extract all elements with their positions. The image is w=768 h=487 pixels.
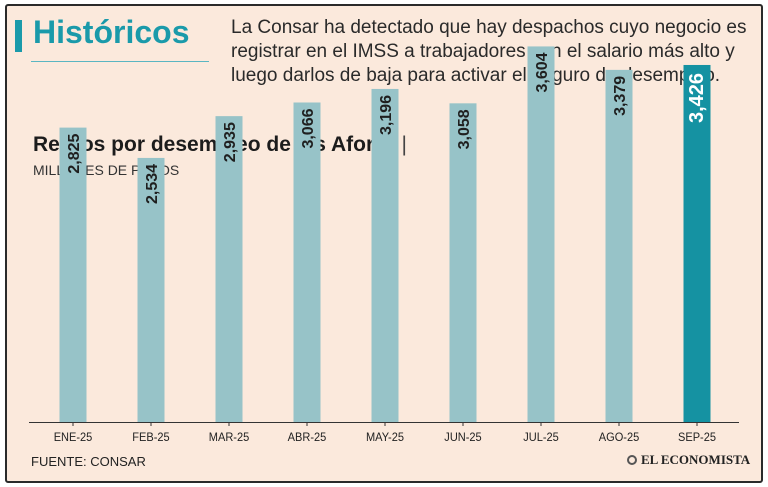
bar-may-25	[371, 88, 399, 422]
bar-value-label: 2,534	[144, 164, 161, 204]
logo-icon	[627, 455, 637, 465]
publisher-logo: EL ECONOMISTA	[627, 452, 750, 468]
x-tick-label: MAR-25	[209, 432, 249, 444]
title-divider	[31, 61, 209, 62]
x-tick-label: FEB-25	[132, 432, 169, 444]
accent-bar	[15, 20, 22, 52]
x-tick-label: ENE-25	[54, 432, 93, 444]
bar-ene-25	[59, 127, 87, 423]
logo-text: EL ECONOMISTA	[641, 452, 751, 467]
intro-paragraph: La Consar ha detectado que hay despachos…	[231, 17, 747, 86]
bar-value-label: 3,604	[534, 52, 551, 92]
title-separator: |	[401, 133, 407, 156]
bar-value-label: 3,426	[686, 73, 708, 123]
bar-ago-25	[605, 69, 633, 423]
bar-mar-25	[215, 116, 243, 423]
bar-feb-25	[137, 157, 165, 422]
source-note: FUENTE: CONSAR	[31, 454, 146, 469]
x-tick-label: ABR-25	[288, 432, 327, 444]
bar-value-label: 2,825	[66, 134, 83, 174]
bar-value-label: 3,058	[456, 109, 473, 149]
bar-value-label: 3,066	[300, 108, 317, 148]
bar-value-label: 3,196	[378, 95, 395, 135]
bar-chart: 2,825 ENE-25 2,534 FEB-25 2,935 MAR-25 3,066 AB…	[29, 46, 739, 444]
bar-value-label: 2,935	[222, 122, 239, 162]
x-tick-label: JUL-25	[523, 432, 559, 444]
bar-sep-25	[683, 64, 711, 422]
x-tick-label: SEP-25	[678, 432, 716, 444]
bar-value-label: 3,379	[612, 76, 629, 116]
bar-jul-25	[527, 46, 555, 422]
x-tick-label: MAY-25	[366, 432, 404, 444]
bar-jun-25	[449, 103, 477, 422]
infographic-frame: Históricos La Consar ha detectado que ha…	[5, 4, 763, 483]
x-tick-label: AGO-25	[599, 432, 639, 444]
bar-abr-25	[293, 102, 321, 422]
x-tick-label: JUN-25	[444, 432, 481, 444]
section-title: Históricos	[33, 14, 190, 50]
